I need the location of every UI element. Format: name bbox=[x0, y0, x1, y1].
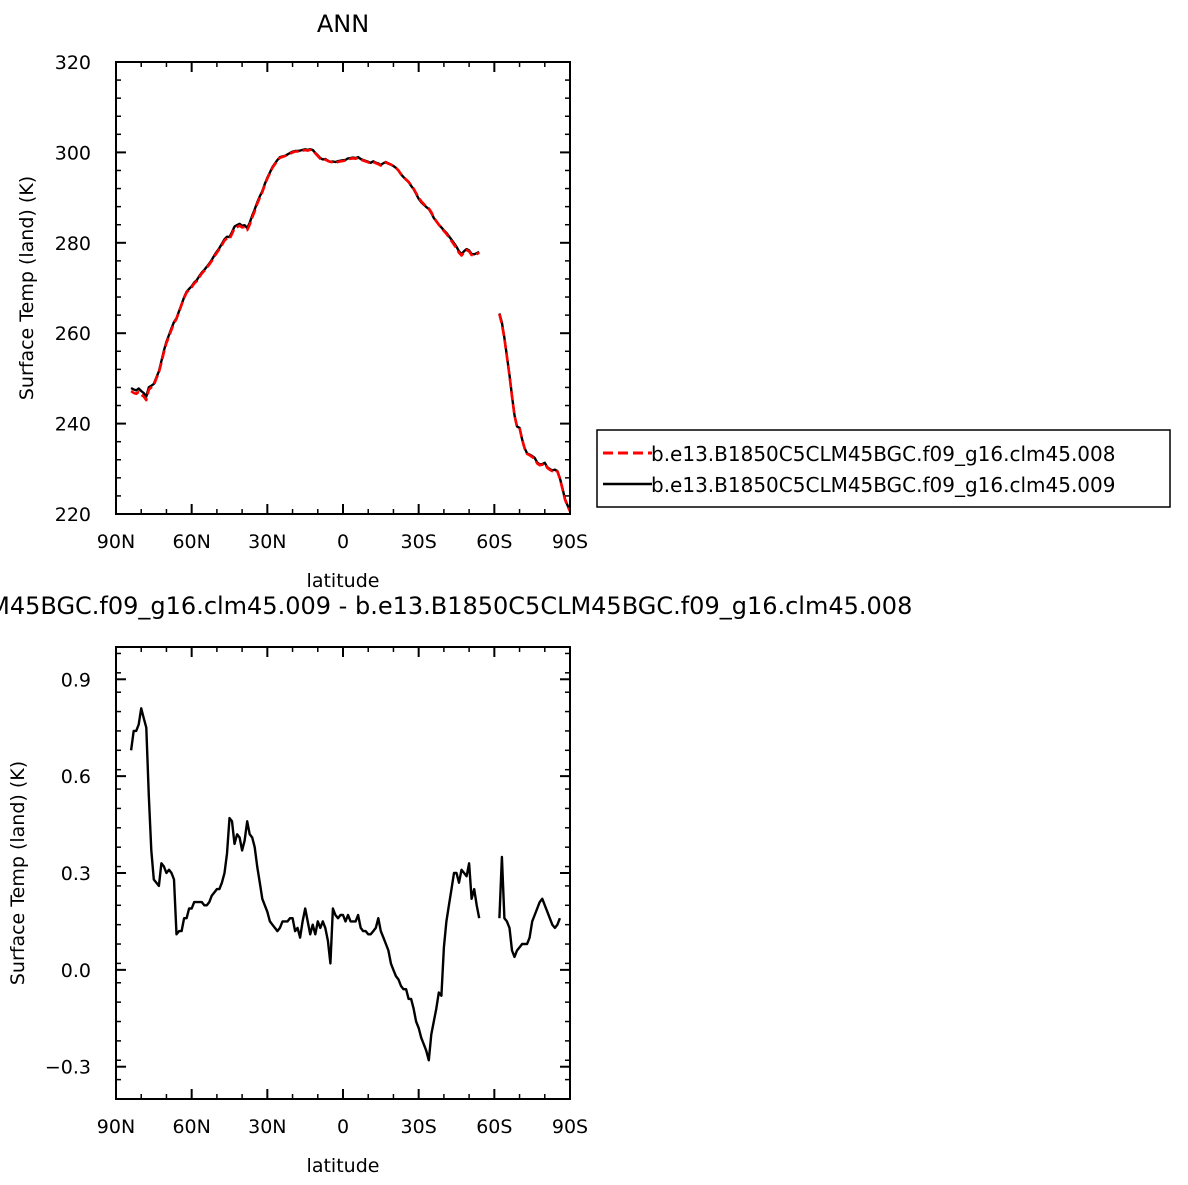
bottom-ytick-label: 0.9 bbox=[61, 669, 91, 691]
top-plot-frame bbox=[115, 61, 571, 515]
top-ytick-label: 300 bbox=[55, 142, 91, 164]
legend-box bbox=[596, 429, 1171, 508]
top-xtick-label: 90N bbox=[97, 531, 135, 553]
bottom-ytick-label: 0.0 bbox=[61, 960, 91, 982]
legend-label-009: b.e13.B1850C5CLM45BGC.f09_g16.clm45.009 bbox=[651, 473, 1115, 497]
bottom-xtick-label: 90N bbox=[97, 1116, 135, 1138]
bottom-xlabel: latitude bbox=[307, 1155, 380, 1177]
top-xtick-label: 60N bbox=[172, 531, 210, 553]
top-series-layer bbox=[130, 148, 572, 512]
top-series-line-solid-seg1 bbox=[498, 313, 572, 512]
top-axes: 90N 60N 30N 0 30S 60S 90S 220 240 260 280 300 320 bbox=[55, 52, 588, 553]
bottom-series-line-solid-seg0 bbox=[129, 707, 481, 1062]
bottom-xtick-label: 90S bbox=[552, 1116, 588, 1138]
top-series-line-dashed-seg0 bbox=[130, 148, 480, 402]
top-series-line-solid-seg0 bbox=[130, 148, 480, 398]
bottom-xtick-label: 60N bbox=[172, 1116, 210, 1138]
top-ylabel: Surface Temp (land) (K) bbox=[16, 176, 38, 400]
bottom-xtick-label: 0 bbox=[337, 1116, 349, 1138]
bottom-xtick-label: 30N bbox=[248, 1116, 286, 1138]
legend-label-008: b.e13.B1850C5CLM45BGC.f09_g16.clm45.008 bbox=[651, 442, 1115, 466]
bottom-series-layer bbox=[129, 707, 562, 1062]
top-ytick-label: 220 bbox=[55, 504, 91, 526]
top-ytick-label: 280 bbox=[55, 233, 91, 255]
bottom-xtick-label: 30S bbox=[401, 1116, 437, 1138]
top-xtick-label: 0 bbox=[337, 531, 349, 553]
bottom-ytick-label: 0.3 bbox=[61, 863, 91, 885]
bottom-axes: 90N 60N 30N 0 30S 60S 90S −0.3 0.0 0.3 0.6 0.9 bbox=[45, 647, 588, 1138]
bottom-ytick-label: 0.6 bbox=[61, 766, 91, 788]
top-xtick-label: 90S bbox=[552, 531, 588, 553]
top-ytick-label: 240 bbox=[55, 414, 91, 436]
bottom-ytick-label: −0.3 bbox=[45, 1057, 91, 1079]
bottom-ylabel: Surface Temp (land) (K) bbox=[7, 761, 29, 985]
top-xtick-label: 30N bbox=[248, 531, 286, 553]
top-title: ANN bbox=[317, 10, 369, 38]
legend: b.e13.B1850C5CLM45BGC.f09_g16.clm45.008 … bbox=[596, 429, 1171, 508]
top-panel: ANN 90N 60N 30N 0 30S 60S 90S 220 240 260 280 300 32… bbox=[16, 10, 1171, 592]
top-ytick-label: 320 bbox=[55, 52, 91, 74]
bottom-xtick-label: 60S bbox=[476, 1116, 512, 1138]
top-xlabel: latitude bbox=[307, 570, 380, 592]
top-xtick-label: 30S bbox=[401, 531, 437, 553]
top-xtick-label: 60S bbox=[476, 531, 512, 553]
top-series-line-dashed-seg1 bbox=[498, 313, 572, 512]
bottom-panel: b.e13.B1850C5CLM45BGC.f09_g16.clm45.009 … bbox=[0, 592, 912, 1177]
bottom-series-line-solid-seg1 bbox=[498, 855, 562, 959]
bottom-title: b.e13.B1850C5CLM45BGC.f09_g16.clm45.009 … bbox=[0, 592, 912, 620]
top-ytick-label: 260 bbox=[55, 323, 91, 345]
